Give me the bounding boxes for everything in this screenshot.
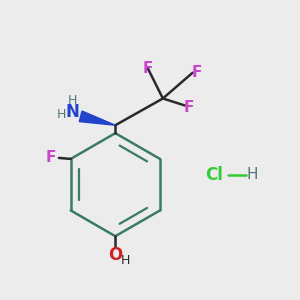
Text: O: O xyxy=(108,246,122,264)
Text: H: H xyxy=(121,254,130,268)
Text: H: H xyxy=(68,94,77,107)
Polygon shape xyxy=(79,111,115,125)
Text: N: N xyxy=(66,103,80,122)
Text: H: H xyxy=(246,167,258,182)
Text: F: F xyxy=(184,100,194,115)
Text: F: F xyxy=(191,65,202,80)
Text: F: F xyxy=(46,150,56,165)
Text: H: H xyxy=(57,108,67,121)
Text: F: F xyxy=(143,61,153,76)
Text: Cl: Cl xyxy=(206,166,223,184)
